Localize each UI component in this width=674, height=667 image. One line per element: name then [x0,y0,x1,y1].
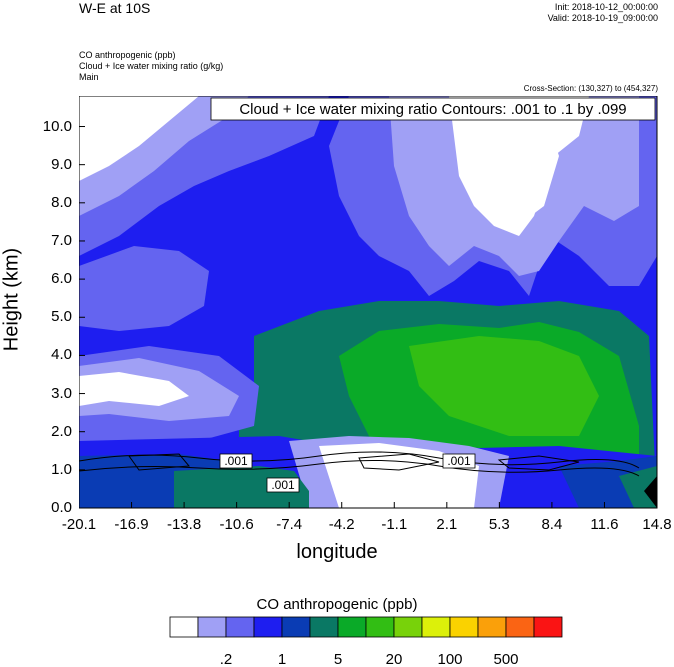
y-tick-label: 6.0 [51,270,72,288]
colorbar-label: 100 [437,651,462,667]
x-tick-label: -13.8 [166,516,202,533]
init-time: Init: 2018-10-12_00:00:00 [554,2,658,12]
colorbar-swatch [309,616,339,638]
y-tick-label: 0.0 [51,499,72,516]
colorbar-label: 5 [334,651,342,667]
colorbar-swatch [337,616,367,638]
y-tick-label: 10.0 [42,117,72,135]
x-tick-label: -4.2 [328,516,355,533]
x-tick-label: 8.4 [541,516,563,533]
heatmap-field [79,96,657,508]
colorbar-swatch [505,616,535,638]
colorbar-swatch [365,616,395,638]
contour-label: .001 [447,454,471,468]
contour-info-box [210,97,656,121]
x-tick-label: 5.3 [488,516,510,533]
colorbar-swatch [449,616,479,638]
colorbar-swatch [477,616,507,638]
y-tick-label: 3.0 [51,384,72,402]
x-tick-label: -1.1 [381,516,408,533]
colorbar-swatch [169,616,199,638]
colorbar-swatch [197,616,227,638]
x-tick-label: 14.8 [642,516,672,533]
x-tick-label: -7.4 [276,516,303,533]
x-axis-label: longitude [296,541,378,563]
colorbar-title: CO anthropogenic (ppb) [256,596,418,613]
y-tick-label: 1.0 [51,460,72,478]
contour-label: .001 [271,478,295,492]
cross-section-label: Cross-Section: (130,327) to (454,327) [523,84,658,93]
plot-area: .001 .001 .001 Cloud + Ice water mixing … [79,96,658,509]
contour-label: .001 [224,454,248,468]
subtitle-main: Main [79,72,99,82]
y-tick-label: 2.0 [51,422,72,440]
y-tick-label: 5.0 [51,308,72,326]
x-tick-label: 2.1 [436,516,458,533]
subtitle-co: CO anthropogenic (ppb) [79,50,176,60]
colorbar-label: 500 [493,651,518,667]
x-axis [79,502,658,508]
y-tick-label: 7.0 [51,231,72,249]
colorbar-swatch [253,616,283,638]
colorbar-swatch [533,616,563,638]
y-axis-label: Height (km) [0,247,23,352]
subtitle-cloud: Cloud + Ice water mixing ratio (g/kg) [79,61,224,71]
x-tick-label: -10.6 [219,516,254,533]
y-tick-label: 8.0 [51,193,72,211]
plot-title: W-E at 10S [79,0,151,16]
colorbar-swatch [393,616,423,638]
valid-time: Valid: 2018-10-19_09:00:00 [547,13,658,23]
x-tick-label: 11.6 [590,516,619,533]
y-axis [79,126,85,509]
colorbar-label: .2 [220,651,233,667]
x-tick-label: -16.9 [114,516,149,533]
y-tick-label: 9.0 [51,155,72,173]
colorbar-swatch [225,616,255,638]
colorbar-label: 1 [278,651,286,667]
x-tick-label: -20.1 [61,516,97,533]
colorbar-swatch [281,616,311,638]
colorbar-swatch [421,616,451,638]
contour-info: Cloud + Ice water mixing ratio Contours:… [239,101,626,118]
plot-frame [79,96,658,509]
y-tick-label: 4.0 [51,346,72,364]
colorbar-label: 20 [386,651,403,667]
